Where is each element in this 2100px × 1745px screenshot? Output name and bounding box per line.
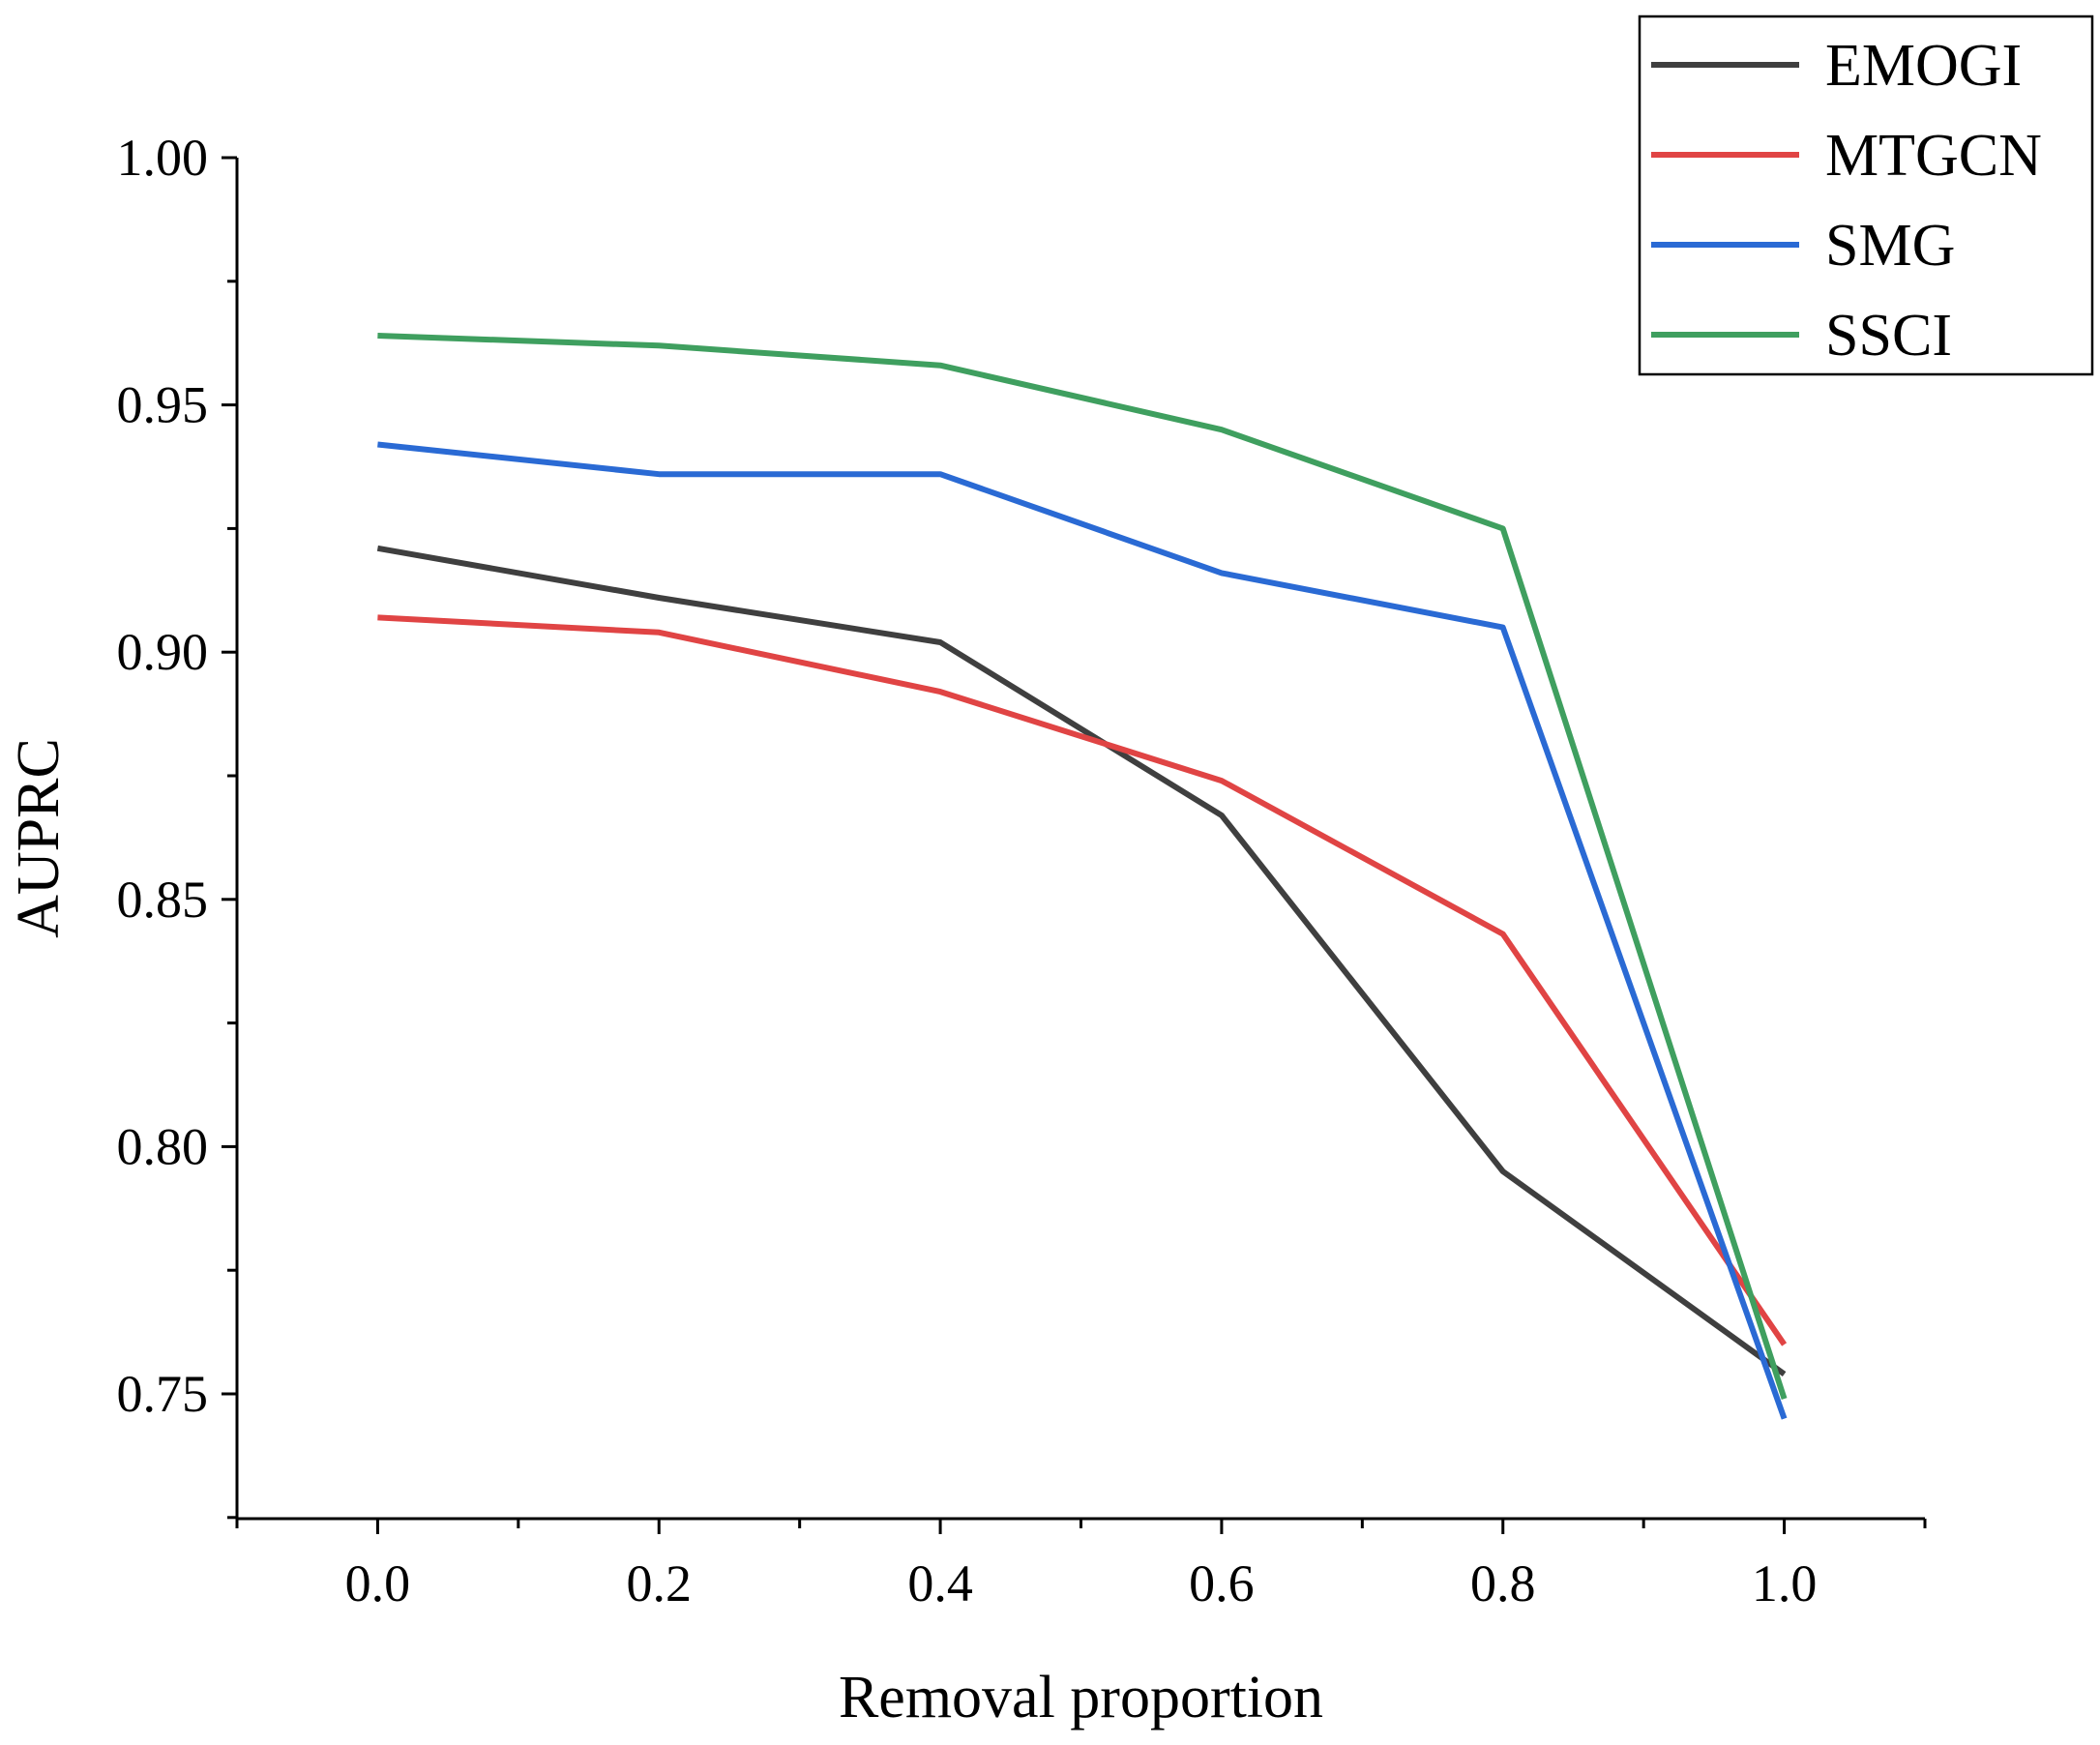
x-tick-label: 0.6	[1189, 1554, 1255, 1612]
y-tick-label: 1.00	[117, 129, 209, 187]
y-tick-label: 0.75	[117, 1365, 209, 1423]
y-tick-label: 0.95	[117, 376, 209, 434]
x-axis-title: Removal proportion	[839, 1665, 1323, 1730]
legend-label-smg: SMG	[1825, 213, 1955, 279]
y-tick-label: 0.85	[117, 871, 209, 929]
y-axis-ticks: 0.75 0.80 0.85 0.90 0.95 1.00	[117, 129, 237, 1520]
y-tick-label: 0.80	[117, 1117, 209, 1175]
legend-label-emogi: EMOGI	[1825, 33, 2022, 99]
legend-label-mtgcn: MTGCN	[1825, 123, 2042, 189]
series-lines	[376, 333, 1788, 1420]
y-tick-label: 0.90	[117, 623, 209, 681]
series-line-ssci	[377, 333, 1788, 1401]
series-line-mtgcn	[377, 614, 1788, 1346]
x-tick-label: 0.0	[345, 1554, 411, 1612]
series-line-emogi	[376, 545, 1787, 1377]
legend: EMOGI MTGCN SMG SSCI	[1638, 15, 2094, 376]
legend-label-ssci: SSCI	[1825, 303, 1952, 369]
legend-box	[1638, 15, 2094, 376]
x-tick-label: 0.2	[627, 1554, 693, 1612]
x-axis-ticks: 0.0 0.2 0.4 0.6 0.8 1.0	[235, 1519, 1927, 1612]
y-axis-title: AUPRC	[6, 738, 72, 938]
x-tick-label: 0.4	[907, 1554, 973, 1612]
x-tick-label: 1.0	[1752, 1554, 1818, 1612]
series-line-smg	[377, 441, 1788, 1420]
x-tick-label: 0.8	[1470, 1554, 1536, 1612]
